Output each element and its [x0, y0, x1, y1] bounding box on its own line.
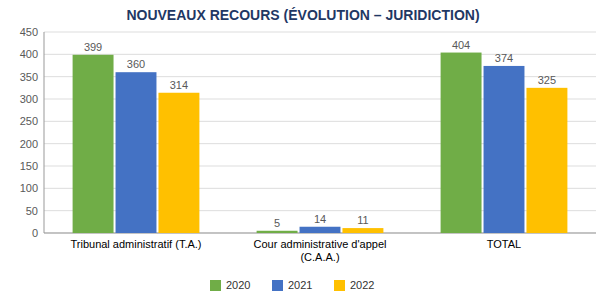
- chart-title: NOUVEAUX RECOURS (ÉVOLUTION – JURIDICTIO…: [126, 7, 479, 23]
- y-tick-label: 200: [20, 138, 38, 150]
- x-axis: Tribunal administratif (T.A.) Cour admini…: [70, 238, 521, 263]
- data-label: 325: [538, 74, 556, 86]
- y-axis-line: [44, 32, 45, 233]
- legend-label: 2021: [288, 279, 312, 291]
- y-tick-label: 150: [20, 160, 38, 172]
- grid-line: [44, 32, 596, 33]
- y-tick-label: 0: [32, 227, 38, 239]
- x-tick-label-line: Tribunal administratif (T.A.): [70, 238, 201, 250]
- x-tick-label-line: TOTAL: [487, 238, 521, 250]
- bar: [116, 72, 157, 233]
- data-label: 404: [452, 39, 470, 51]
- data-label: 14: [314, 213, 326, 225]
- x-tick-label: Cour administrative d'appel(C.A.A.): [254, 238, 387, 263]
- legend-swatch: [334, 280, 345, 291]
- data-labels: 399 5 404 360 14 374 314 11 325: [84, 39, 556, 229]
- y-tick-label: 50: [26, 205, 38, 217]
- y-tick-label: 250: [20, 115, 38, 127]
- data-label: 360: [127, 58, 145, 70]
- bar: [342, 228, 383, 233]
- bar: [441, 53, 482, 233]
- bar: [526, 88, 567, 233]
- bar: [300, 227, 341, 233]
- x-tick-label: TOTAL: [487, 238, 521, 250]
- data-label: 374: [495, 52, 513, 64]
- legend-swatch: [272, 280, 283, 291]
- data-label: 314: [170, 79, 188, 91]
- bar: [484, 66, 525, 233]
- y-tick-label: 400: [20, 48, 38, 60]
- chart-svg: NOUVEAUX RECOURS (ÉVOLUTION – JURIDICTIO…: [0, 0, 606, 303]
- y-tick-label: 300: [20, 93, 38, 105]
- x-tick-label-line: (C.A.A.): [300, 251, 339, 263]
- bar: [73, 55, 114, 233]
- legend-swatch: [210, 280, 221, 291]
- y-tick-label: 100: [20, 182, 38, 194]
- data-label: 399: [84, 41, 102, 53]
- legend: 2020 2021 2022: [210, 279, 374, 291]
- y-axis: 0 50 100 150 200 250 300 350 400 450: [20, 26, 596, 239]
- data-label: 5: [274, 217, 280, 229]
- data-label: 11: [357, 214, 368, 226]
- bar: [257, 231, 298, 233]
- bar: [158, 93, 199, 233]
- legend-label: 2022: [350, 279, 374, 291]
- grid-line: [44, 54, 596, 55]
- y-tick-label: 450: [20, 26, 38, 38]
- y-tick-label: 350: [20, 71, 38, 83]
- x-tick-label: Tribunal administratif (T.A.): [70, 238, 201, 250]
- x-tick-label-line: Cour administrative d'appel: [254, 238, 387, 250]
- legend-label: 2020: [226, 279, 250, 291]
- bars: [73, 53, 568, 233]
- chart-container: NOUVEAUX RECOURS (ÉVOLUTION – JURIDICTIO…: [0, 0, 606, 303]
